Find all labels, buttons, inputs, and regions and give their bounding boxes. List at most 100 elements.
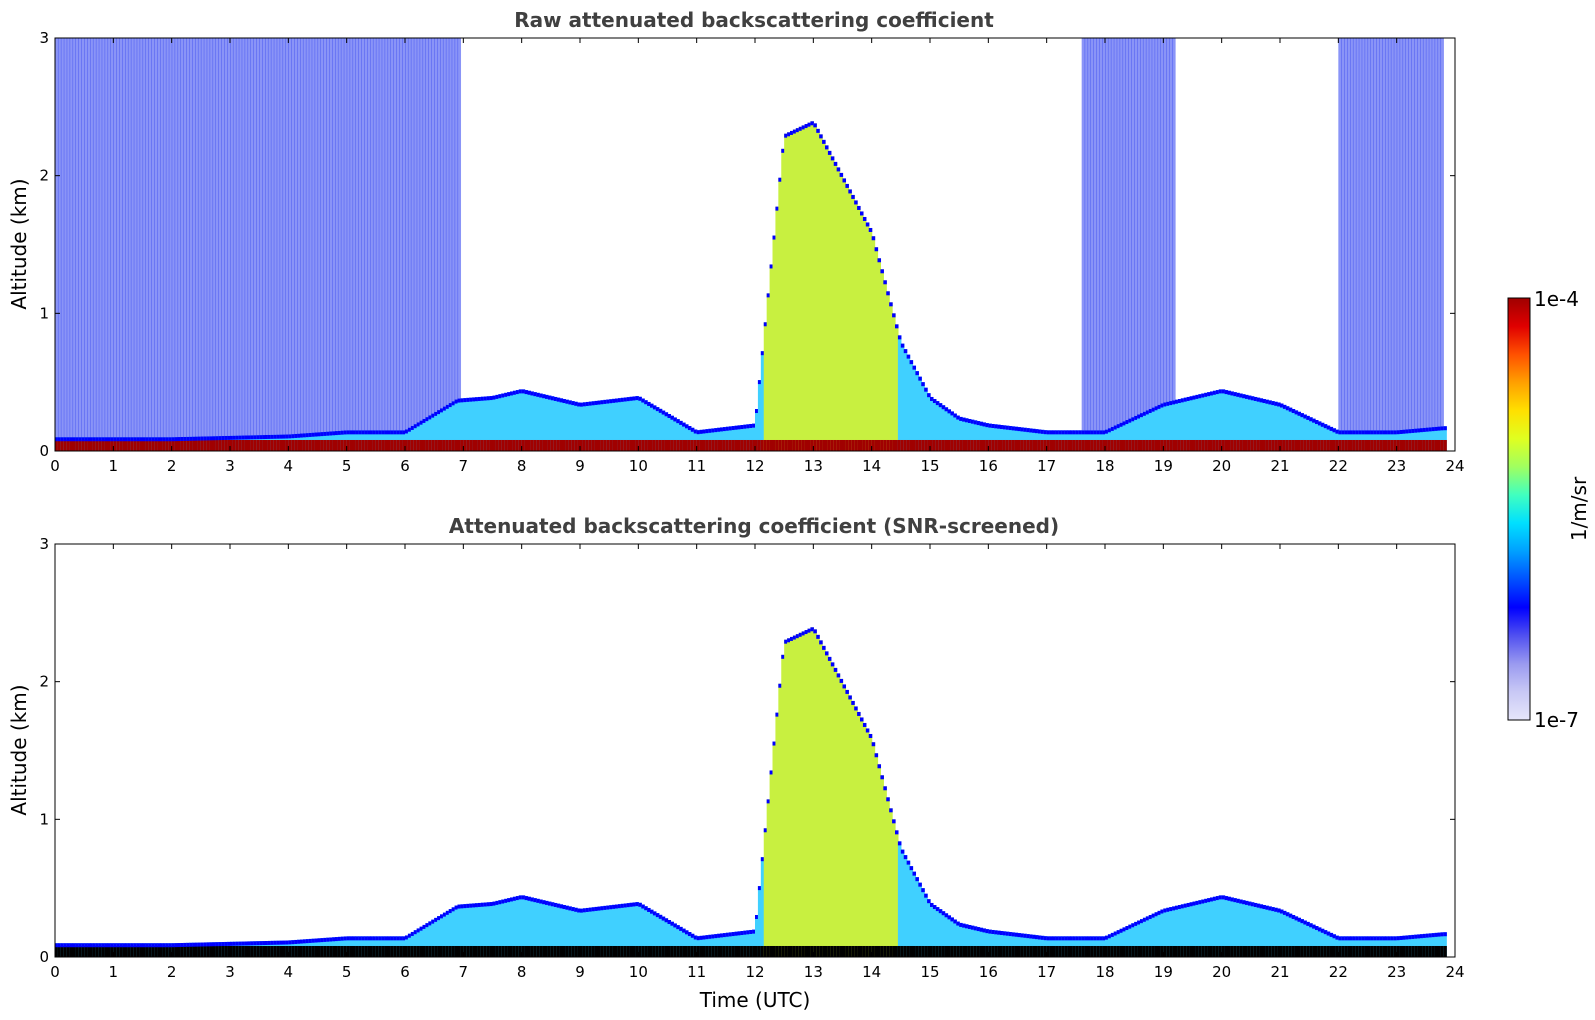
layer-column	[527, 390, 532, 451]
layer-column	[915, 371, 919, 451]
surface-layer	[664, 439, 669, 451]
surface-layer	[1280, 945, 1284, 957]
surface-layer	[1035, 439, 1039, 451]
surface-layer	[189, 439, 193, 451]
surface-layer	[903, 439, 908, 451]
layer-top-edge	[349, 430, 354, 435]
layer-column	[536, 898, 540, 957]
surface-layer	[1125, 945, 1129, 957]
layer-column	[466, 903, 470, 957]
layer-top-edge	[623, 397, 628, 402]
layer-top-edge	[1247, 395, 1252, 400]
layer-top-edge	[407, 427, 412, 432]
noise-column	[393, 38, 397, 431]
surface-layer	[370, 945, 374, 957]
x-tick-label: 24	[1445, 963, 1464, 981]
noise-column	[1393, 38, 1398, 431]
layer-top-edge	[1070, 936, 1074, 941]
layer-top-edge	[1172, 906, 1176, 911]
noise-column	[224, 38, 228, 436]
surface-layer	[979, 945, 984, 957]
surface-layer	[932, 439, 937, 451]
layer-top-edge	[265, 434, 269, 439]
layer-top-edge	[1320, 422, 1325, 427]
layer-top-edge	[1224, 390, 1229, 395]
layer-column	[483, 396, 488, 451]
layer-top-edge	[711, 428, 715, 433]
layer-top-edge	[743, 930, 747, 935]
surface-layer	[1425, 439, 1430, 451]
layer-column	[921, 888, 925, 957]
surface-layer	[136, 945, 141, 957]
surface-layer	[69, 945, 74, 957]
layer-column	[1032, 934, 1036, 957]
surface-layer	[171, 439, 176, 451]
layer-top-edge	[297, 939, 301, 944]
noise-column	[1093, 38, 1097, 431]
layer-column	[938, 403, 943, 451]
layer-top-edge	[667, 920, 672, 925]
layer-top-edge	[1361, 936, 1366, 941]
noise-column	[139, 38, 144, 438]
surface-layer	[690, 439, 695, 451]
layer-top-edge	[1078, 430, 1083, 435]
layer-top-edge	[822, 139, 826, 144]
surface-layer	[110, 439, 114, 451]
surface-layer	[909, 439, 914, 451]
layer-column	[819, 640, 823, 957]
layer-column	[769, 264, 774, 451]
layer-column	[1215, 390, 1220, 451]
layer-top-edge	[1169, 907, 1173, 912]
x-tick-label: 23	[1387, 963, 1406, 981]
noise-column	[265, 38, 269, 435]
y-tick-label: 0	[39, 442, 49, 460]
surface-layer	[1040, 439, 1045, 451]
layer-top-edge	[419, 926, 424, 931]
surface-layer	[950, 945, 954, 957]
layer-top-edge	[816, 634, 820, 639]
layer-top-edge	[737, 425, 742, 430]
surface-layer	[895, 945, 899, 957]
panel-screened-x-ticks: 0 1 2 3 4 5 6 7 8 9 10 11 12 13 14 15 16 17 18 19 20 21 22 23 24	[50, 544, 1465, 981]
layer-column	[997, 424, 1001, 451]
layer-column	[650, 909, 654, 957]
layer-top-edge	[130, 437, 135, 442]
layer-column	[1230, 391, 1234, 451]
layer-top-edge	[273, 434, 278, 439]
surface-layer	[822, 945, 826, 957]
surface-layer	[956, 945, 960, 957]
layer-column	[1116, 930, 1121, 957]
x-tick-label: 6	[400, 963, 410, 981]
layer-column	[798, 126, 803, 452]
surface-layer	[1055, 945, 1059, 957]
surface-layer	[705, 439, 709, 451]
noise-column	[125, 38, 129, 438]
surface-layer	[425, 439, 429, 451]
surface-layer	[183, 945, 187, 957]
layer-top-edge	[250, 435, 254, 440]
surface-layer	[492, 945, 497, 957]
surface-layer	[1029, 439, 1033, 451]
layer-top-edge	[349, 936, 354, 941]
layer-top-edge	[915, 371, 919, 376]
surface-layer	[241, 439, 246, 451]
surface-layer	[192, 945, 196, 957]
surface-layer	[1402, 945, 1407, 957]
noise-column	[267, 38, 272, 435]
layer-top-edge	[1011, 932, 1016, 937]
layer-top-edge	[335, 937, 339, 942]
surface-layer	[1341, 945, 1345, 957]
noise-column	[1113, 38, 1118, 426]
layer-top-edge	[1396, 936, 1401, 941]
surface-layer	[107, 439, 112, 451]
layer-top-edge	[1355, 430, 1360, 435]
layer-column	[865, 728, 870, 957]
layer-top-edge	[326, 431, 330, 436]
x-tick-label: 17	[1037, 457, 1056, 475]
layer-top-edge	[582, 908, 587, 913]
surface-layer	[206, 439, 211, 451]
layer-column	[895, 324, 899, 451]
layer-column	[1119, 928, 1124, 957]
layer-column	[588, 401, 593, 451]
layer-top-edge	[562, 905, 567, 910]
